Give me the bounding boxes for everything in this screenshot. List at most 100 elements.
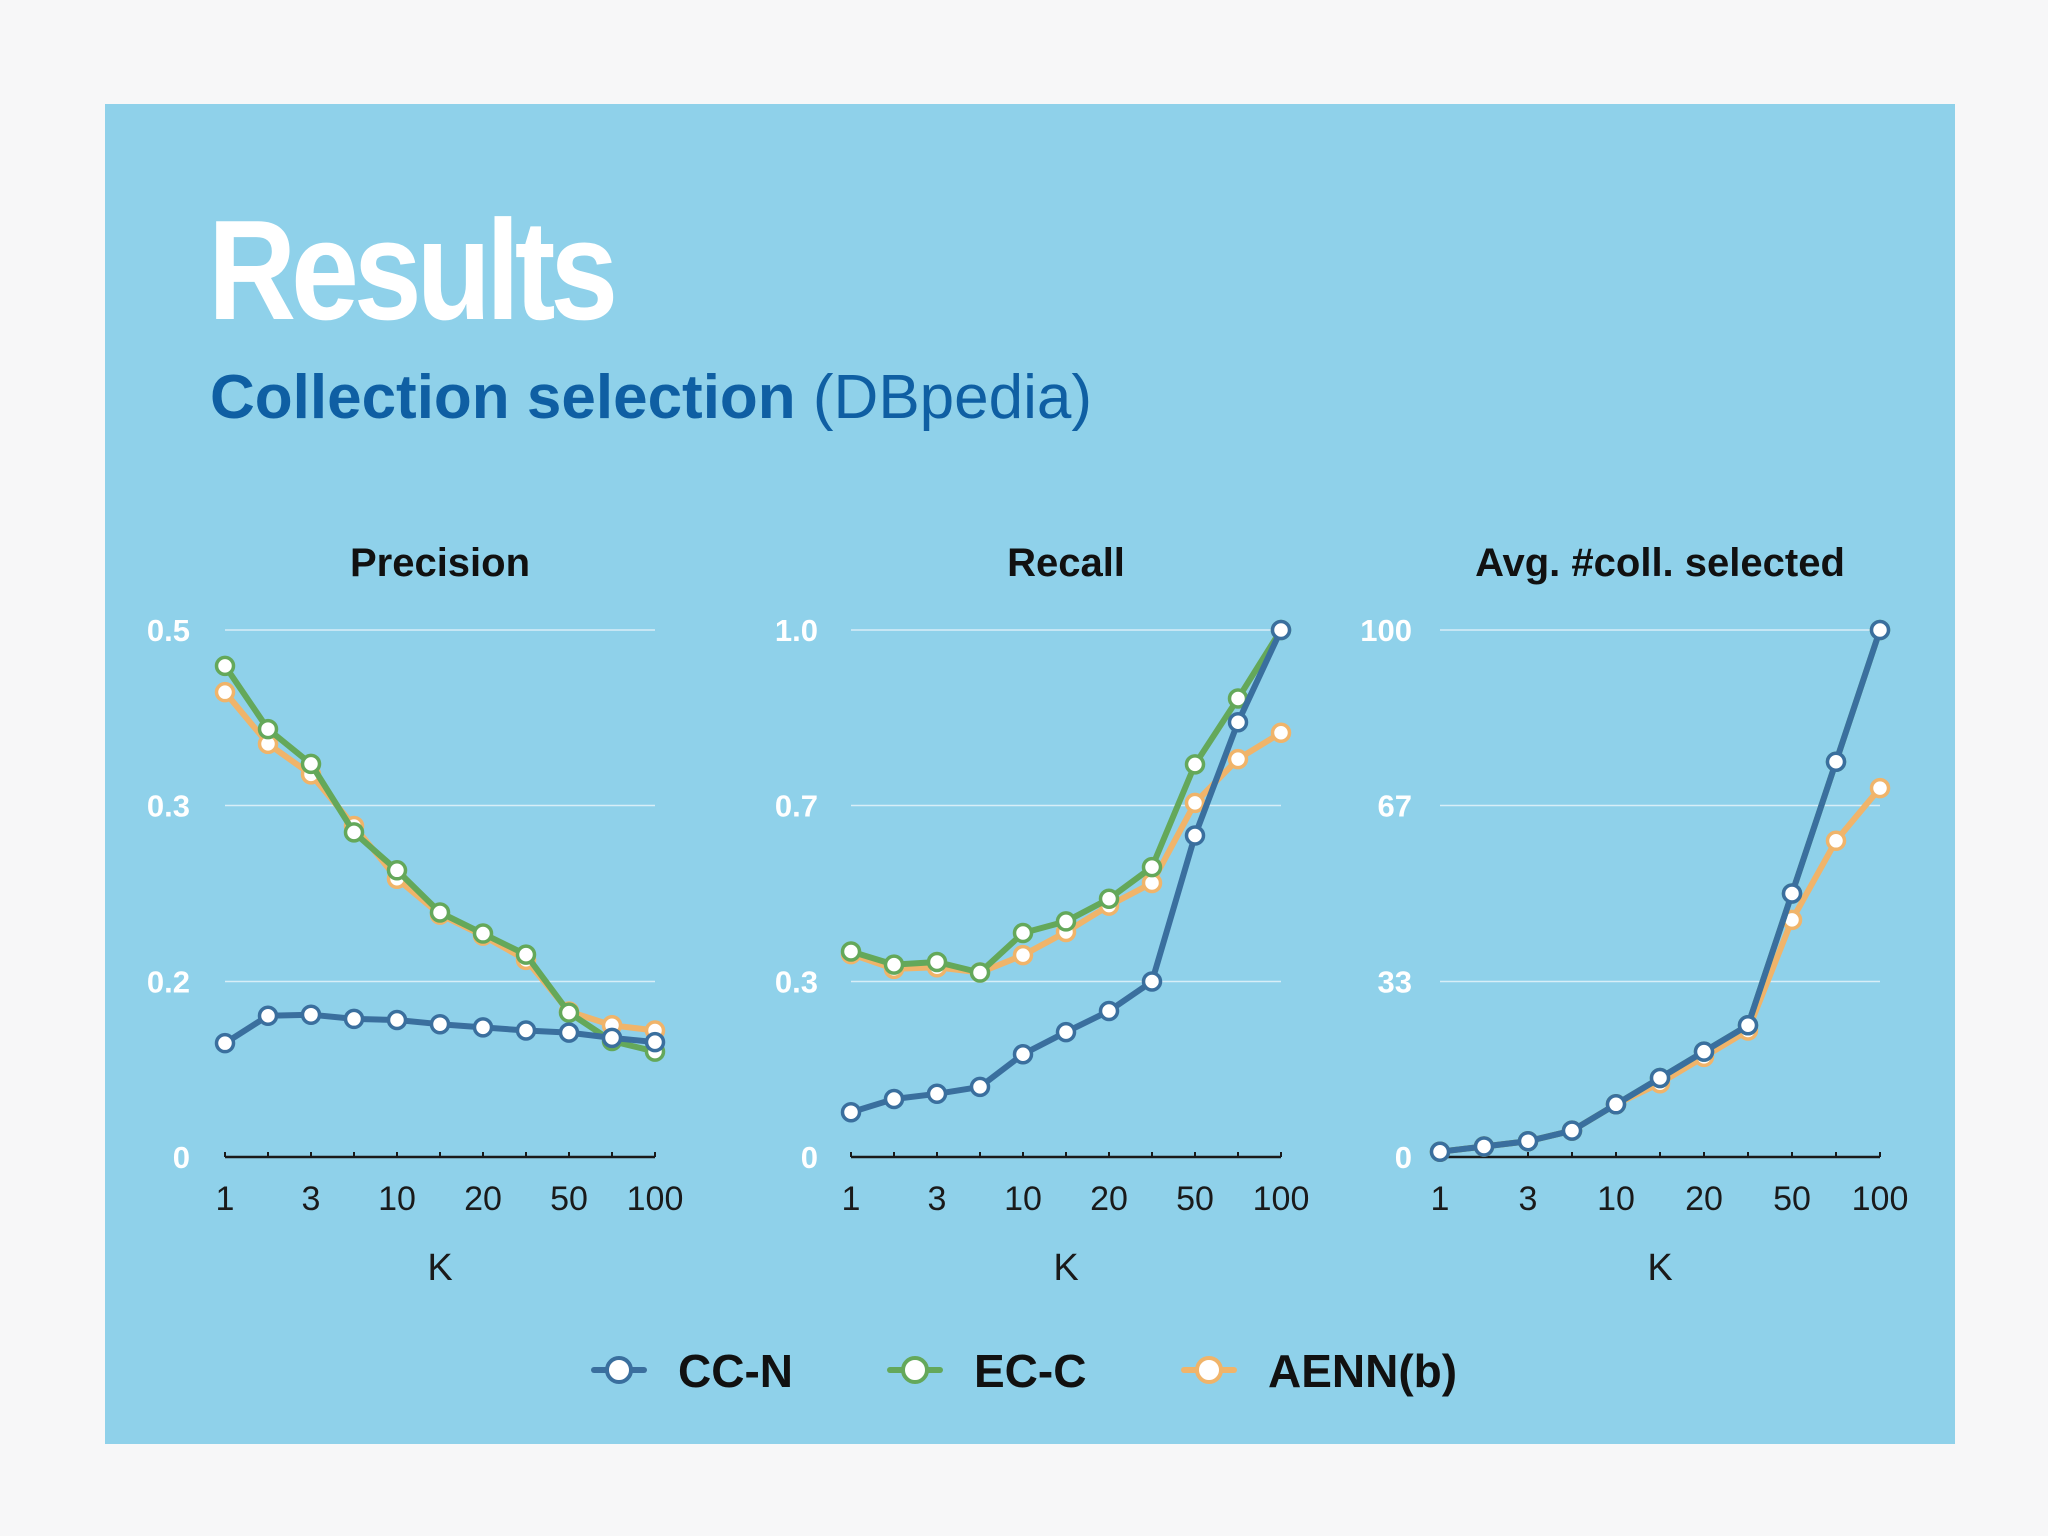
chart-panel-1: Precision 0 0.2 0.3 0.5 1 3 10 20 50 100 K	[147, 541, 683, 1289]
data-point-aenn-b	[1227, 748, 1249, 770]
x-axis-label: K	[1053, 1247, 1078, 1289]
data-point-ec-c	[472, 923, 494, 944]
slide-background	[105, 104, 1955, 1444]
data-point-cc-n	[1561, 1120, 1583, 1141]
series-line-ec-c	[222, 662, 658, 1055]
data-point-ec-c	[429, 902, 451, 923]
chart-title: Avg. #coll. selected	[1475, 541, 1845, 585]
x-tick-label: 100	[1253, 1180, 1310, 1218]
x-tick-label: 10	[1004, 1180, 1042, 1218]
y-tick-label: 1.0	[775, 613, 818, 648]
data-point-aenn-b	[1184, 792, 1206, 814]
legend-swatch-marker-ec-c	[901, 1356, 929, 1384]
data-point-aenn-b	[1012, 944, 1034, 966]
data-point-aenn-b	[1825, 830, 1847, 852]
y-tick-label: 100	[1360, 613, 1412, 648]
data-point-cc-n	[1184, 825, 1206, 846]
data-point-ec-c	[1184, 754, 1206, 775]
data-point-cc-n	[1869, 619, 1891, 641]
data-point-aenn-b	[1869, 777, 1891, 799]
data-point-cc-n	[1270, 619, 1292, 641]
data-point-ec-c	[1141, 856, 1163, 878]
y-tick-label: 67	[1378, 788, 1412, 823]
x-tick-label: 1	[216, 1180, 235, 1218]
data-point-cc-n	[1098, 1000, 1120, 1022]
y-tick-label: 0	[173, 1140, 190, 1175]
chart-title: Precision	[350, 541, 530, 585]
y-tick-label: 0.2	[147, 965, 190, 1000]
y-tick-label: 0.7	[775, 788, 818, 823]
legend-swatch-marker-cc-n	[605, 1356, 633, 1384]
series-line-aenn-b	[1437, 785, 1883, 1155]
data-point-ec-c	[515, 944, 537, 965]
slide-title: Results	[208, 191, 618, 350]
data-point-cc-n	[601, 1027, 623, 1049]
data-point-ec-c	[1098, 888, 1120, 910]
data-point-cc-n	[1055, 1021, 1077, 1043]
x-tick-label: 50	[1773, 1180, 1811, 1218]
data-point-cc-n	[300, 1004, 322, 1025]
x-tick-label: 100	[1852, 1180, 1909, 1218]
data-point-cc-n	[1227, 711, 1249, 733]
x-axis-label: K	[427, 1247, 452, 1289]
x-tick-label: 20	[1685, 1180, 1723, 1218]
data-point-ec-c	[969, 962, 991, 983]
y-tick-label: 0	[1395, 1140, 1412, 1175]
data-point-cc-n	[1737, 1015, 1759, 1036]
x-tick-label: 50	[1176, 1180, 1214, 1218]
data-point-cc-n	[429, 1013, 451, 1035]
legend-label-aenn-b: AENN(b)	[1268, 1345, 1457, 1397]
x-axis-label: K	[1647, 1247, 1672, 1289]
data-point-cc-n	[969, 1076, 991, 1098]
y-tick-label: 0.3	[147, 788, 190, 823]
y-tick-label: 0	[801, 1140, 818, 1175]
data-point-cc-n	[1649, 1067, 1671, 1089]
x-tick-label: 3	[928, 1180, 947, 1218]
x-tick-label: 3	[1519, 1180, 1538, 1218]
chart-panel-3: Avg. #coll. selected 0 33 67 100 1 3 10 20 50 100 K	[1360, 541, 1908, 1289]
data-point-ec-c	[558, 1002, 580, 1023]
legend-label-cc-n: CC-N	[678, 1345, 793, 1397]
data-point-cc-n	[840, 1101, 862, 1123]
y-tick-label: 0.3	[775, 965, 818, 1000]
x-tick-label: 20	[1090, 1180, 1128, 1218]
slide-subtitle: Collection selection (DBpedia)	[210, 367, 1092, 429]
data-point-ec-c	[214, 655, 236, 677]
data-point-ec-c	[300, 753, 322, 775]
data-point-ec-c	[1055, 911, 1077, 932]
data-point-cc-n	[1141, 971, 1163, 992]
subtitle-main: Collection selection	[210, 363, 796, 432]
data-point-ec-c	[926, 951, 948, 973]
data-point-ec-c	[257, 718, 279, 740]
x-tick-label: 10	[378, 1180, 416, 1218]
x-tick-label: 3	[302, 1180, 321, 1218]
data-point-cc-n	[343, 1008, 365, 1030]
data-point-cc-n	[644, 1031, 666, 1053]
data-point-cc-n	[214, 1032, 236, 1054]
data-point-ec-c	[1012, 922, 1034, 944]
data-point-ec-c	[840, 941, 862, 962]
data-point-cc-n	[1781, 883, 1803, 904]
legend: CC-N EC-C AENN(b)	[591, 1345, 1457, 1397]
data-point-cc-n	[1012, 1043, 1034, 1065]
chart-panel-2: Recall 0 0.3 0.7 1.0 1 3 10 20 50 100 K	[775, 541, 1309, 1289]
data-point-ec-c	[343, 822, 365, 843]
data-point-aenn-b	[1270, 722, 1292, 744]
subtitle-paren: (DBpedia)	[812, 363, 1093, 432]
data-point-cc-n	[1605, 1094, 1627, 1115]
data-point-cc-n	[883, 1088, 905, 1110]
data-point-cc-n	[1429, 1141, 1451, 1162]
x-tick-label: 10	[1597, 1180, 1635, 1218]
chart-title: Recall	[1007, 541, 1125, 585]
data-point-cc-n	[1825, 751, 1847, 772]
legend-label-ec-c: EC-C	[974, 1345, 1086, 1397]
data-point-cc-n	[1473, 1136, 1495, 1157]
x-tick-label: 1	[1431, 1180, 1450, 1218]
data-point-cc-n	[1693, 1041, 1715, 1062]
y-tick-label: 0.5	[147, 613, 190, 648]
data-point-cc-n	[558, 1022, 580, 1043]
data-point-cc-n	[257, 1005, 279, 1027]
x-tick-label: 100	[627, 1180, 684, 1218]
x-tick-label: 1	[842, 1180, 861, 1218]
